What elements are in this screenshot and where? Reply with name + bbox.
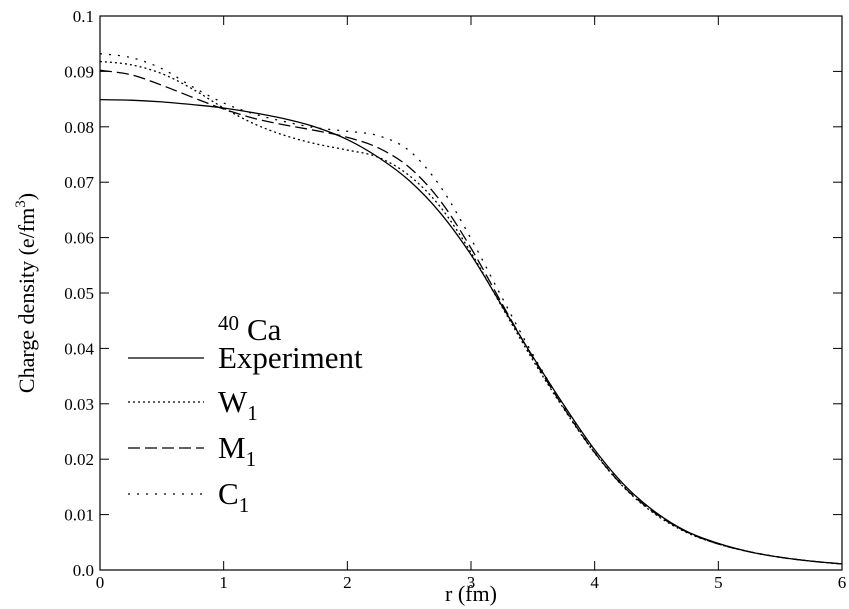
series-lines	[99, 53, 843, 565]
legend-title-main: Ca	[247, 312, 282, 347]
y-tick-label: 0.09	[64, 62, 94, 81]
x-tick-label: 2	[343, 573, 352, 592]
y-tick-label: 0.07	[64, 173, 94, 192]
axis-ticks	[99, 15, 843, 571]
legend-items: Experiment W1 M1 C1	[128, 340, 363, 517]
y-tick-label: 0.03	[64, 395, 94, 414]
y-tick-label: 0.02	[64, 450, 94, 469]
x-tick-label: 0	[96, 573, 105, 592]
series-line-w1	[99, 60, 843, 565]
y-axis-label-sup: 3	[13, 200, 29, 208]
series-line-experiment	[99, 99, 843, 565]
tick-labels: 0 1 2 3 4 5 6 0.0 0.01 0.02 0.03 0.04 0.05 0.06 0.07 0.…	[64, 7, 846, 592]
legend-label: W1	[218, 384, 258, 425]
x-tick-label: 3	[467, 573, 476, 592]
x-axis-label: r (fm)	[445, 581, 497, 606]
y-tick-label: 0.04	[64, 339, 94, 358]
series-line-m1	[99, 69, 843, 565]
x-tick-label: 6	[838, 573, 847, 592]
y-tick-label: 0.05	[64, 284, 94, 303]
y-tick-label: 0.1	[73, 7, 94, 26]
y-tick-label: 0.08	[64, 118, 94, 137]
x-tick-label: 5	[714, 573, 723, 592]
legend-label: M1	[218, 430, 256, 471]
x-tick-label: 4	[590, 573, 599, 592]
y-axis-label-main: Charge density (e/fm	[14, 208, 39, 393]
plot-frame	[99, 15, 843, 571]
legend: 40 Ca Experiment W1 M1 C1	[128, 311, 363, 517]
y-tick-label: 0.01	[64, 506, 94, 525]
y-tick-label: 0.0	[73, 561, 94, 580]
y-axis-label: Charge density (e/fm3)	[13, 193, 39, 393]
y-axis-label-close: )	[14, 193, 39, 200]
legend-label: Experiment	[218, 340, 363, 375]
legend-label: C1	[218, 476, 249, 517]
legend-title-sup: 40	[218, 311, 239, 335]
legend-title: 40 Ca	[218, 311, 282, 347]
series-line-c1	[99, 53, 843, 565]
x-tick-label: 1	[219, 573, 228, 592]
y-tick-label: 0.06	[64, 229, 94, 248]
